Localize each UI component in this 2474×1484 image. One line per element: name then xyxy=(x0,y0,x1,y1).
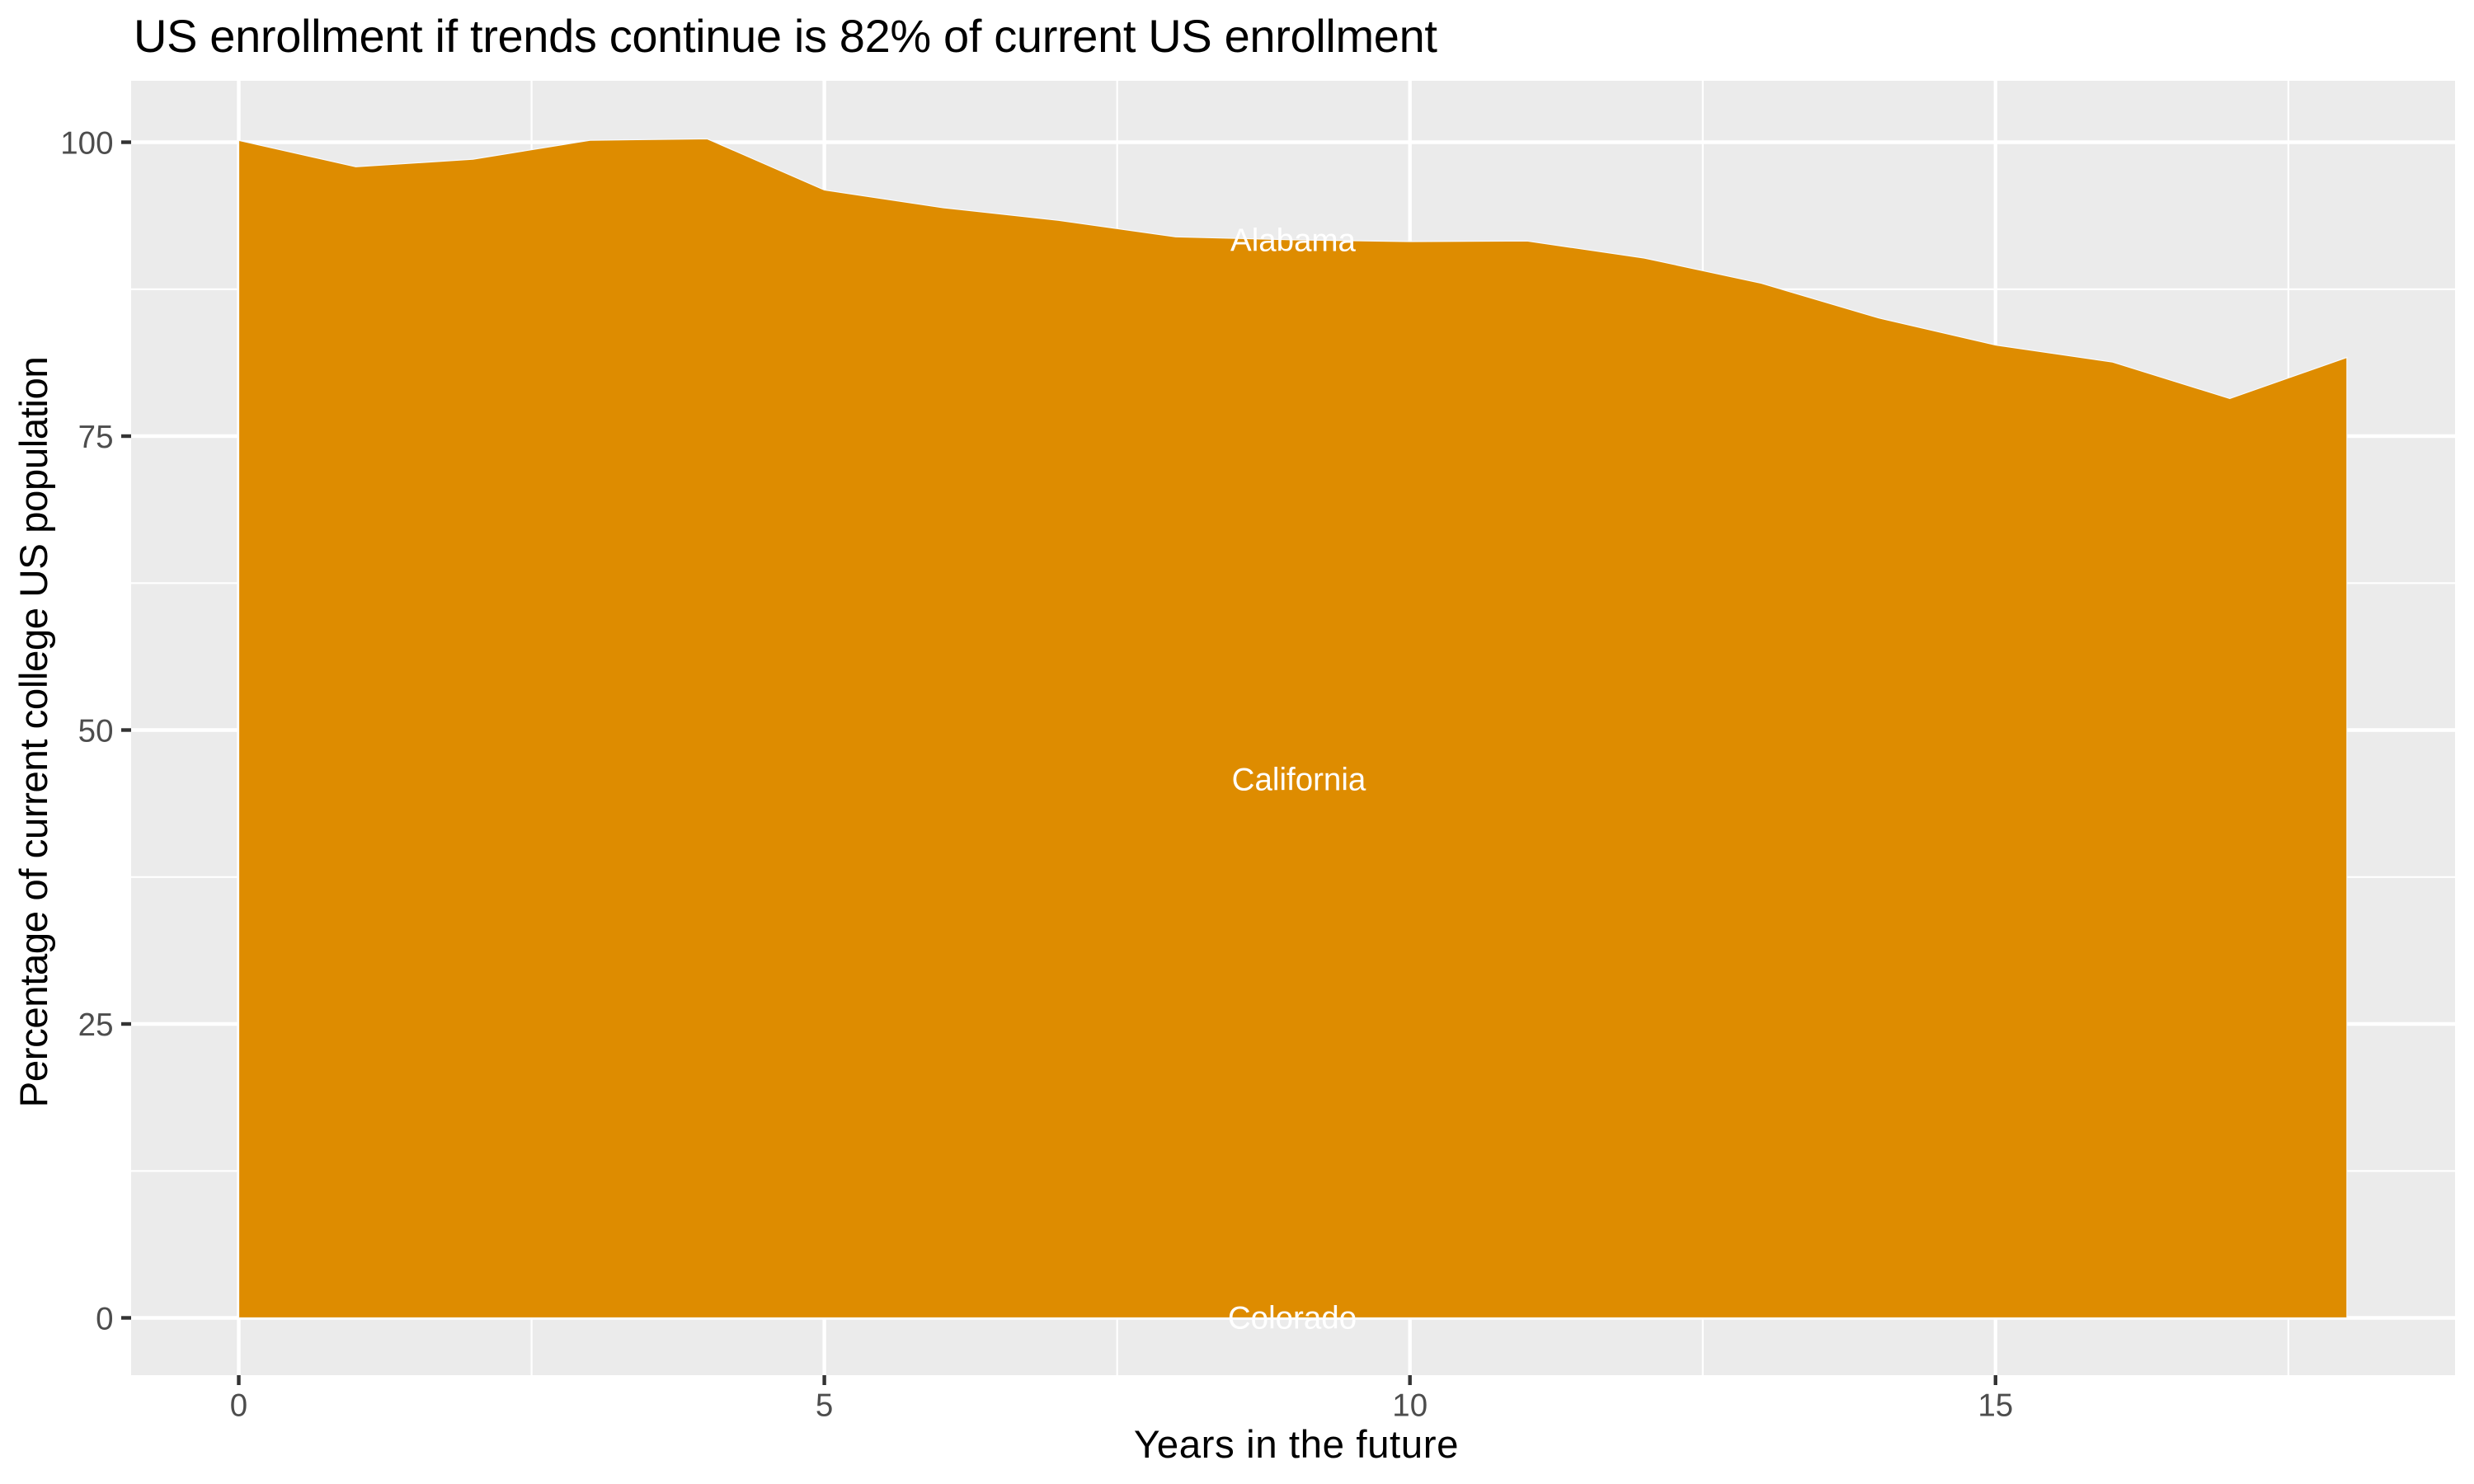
svg-text:10: 10 xyxy=(1392,1388,1427,1424)
svg-text:US enrollment if trends contin: US enrollment if trends continue is 82% … xyxy=(134,10,1437,62)
svg-text:California: California xyxy=(1232,763,1366,798)
svg-text:Alabama: Alabama xyxy=(1230,223,1357,259)
svg-text:50: 50 xyxy=(78,713,114,749)
svg-text:Years in the future: Years in the future xyxy=(1134,1423,1459,1467)
svg-text:5: 5 xyxy=(816,1388,833,1424)
svg-text:75: 75 xyxy=(78,420,114,455)
svg-text:100: 100 xyxy=(60,125,113,161)
svg-text:15: 15 xyxy=(1978,1388,2013,1424)
svg-text:25: 25 xyxy=(78,1007,114,1043)
svg-text:0: 0 xyxy=(230,1388,247,1424)
svg-text:Colorado: Colorado xyxy=(1228,1301,1357,1336)
svg-text:Percentage of current college: Percentage of current college US populat… xyxy=(12,357,56,1108)
svg-text:0: 0 xyxy=(96,1301,113,1336)
